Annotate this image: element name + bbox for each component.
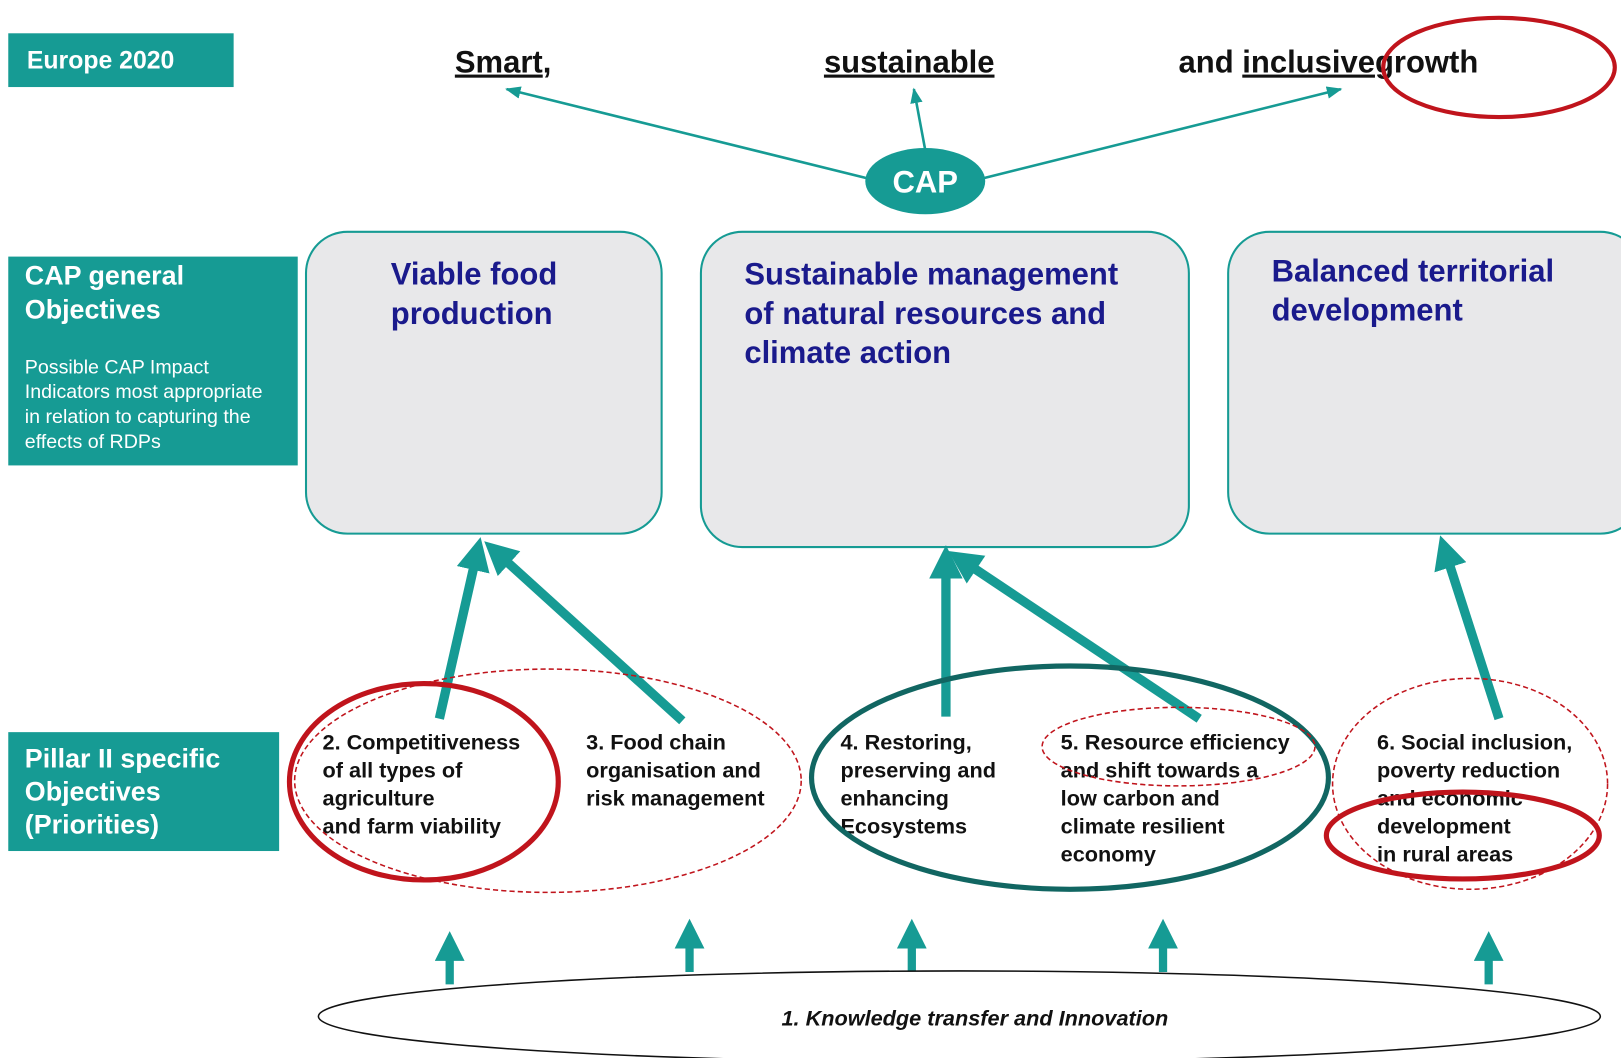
- priority: 4. Restoring, preserving and enhancing E…: [840, 730, 1002, 839]
- highlight: [293, 668, 802, 894]
- title-line: Balanced territorial: [1272, 253, 1555, 288]
- label-line: Objectives: [25, 776, 161, 806]
- label: Europe 2020: [27, 47, 174, 74]
- arrow: [505, 86, 880, 183]
- label: CAP general Objectives: [25, 261, 192, 325]
- label-line: CAP general: [25, 261, 184, 291]
- arrow: [484, 541, 686, 725]
- priority-line: economy: [1061, 841, 1156, 866]
- priority-line: development: [1377, 813, 1511, 838]
- knowledge-label: 1. Knowledge transfer and Innovation: [781, 1006, 1168, 1031]
- highlight: [808, 663, 1332, 892]
- knowledge-ellipse: [317, 970, 1601, 1058]
- title-line: climate action: [744, 335, 951, 370]
- priority-line: organisation and: [586, 758, 761, 783]
- growth-word: sustainable: [824, 45, 995, 80]
- priority-line: and shift towards a: [1061, 758, 1260, 783]
- label-box: [8, 732, 280, 852]
- title-line: development: [1272, 293, 1463, 328]
- priority-line: 3. Food chain: [586, 730, 726, 755]
- priority-line: 6. Social inclusion,: [1377, 730, 1572, 755]
- priority-line: poverty reduction: [1377, 758, 1560, 783]
- priority-line: 4. Restoring,: [840, 730, 971, 755]
- arrow: [948, 551, 1202, 723]
- priority-line: enhancing: [840, 786, 948, 811]
- priority-line: climate resilient: [1061, 813, 1225, 838]
- priority: 2. Competitiveness of all types of agric…: [323, 730, 527, 839]
- note-line: Indicators most appropriate: [25, 381, 263, 403]
- priority-line: 2. Competitiveness: [323, 730, 521, 755]
- objective-box: [304, 230, 663, 535]
- hub-label: CAP: [893, 164, 958, 199]
- priority: 5. Resource efficiency and shift towards…: [1061, 730, 1296, 867]
- note-line: Possible CAP Impact: [25, 356, 210, 378]
- label-note: Possible CAP Impact Indicators most appr…: [25, 356, 268, 452]
- highlight: [1381, 15, 1617, 120]
- label-line: Objectives: [25, 295, 161, 325]
- objective-title: Sustainable management of natural resour…: [744, 257, 1126, 371]
- label-line: Pillar II specific: [25, 743, 221, 773]
- hub: [865, 148, 986, 215]
- growth-word: and inclusivegrowth: [1179, 45, 1479, 80]
- arrow: [1434, 535, 1504, 721]
- title-line: Sustainable management: [744, 257, 1118, 292]
- label-box: [8, 33, 234, 88]
- highlight: [1331, 677, 1609, 891]
- note-line: in relation to capturing the: [25, 406, 251, 428]
- label-box: [8, 256, 298, 466]
- objective-title: Balanced territorial development: [1272, 253, 1563, 327]
- highlight: [1041, 706, 1316, 787]
- priority-line: in rural areas: [1377, 841, 1513, 866]
- arrow: [910, 87, 927, 151]
- priority-line: agriculture: [323, 786, 435, 811]
- title-line: of natural resources and: [744, 296, 1106, 331]
- priority-line: risk management: [586, 786, 764, 811]
- objective-title: Viable food production: [391, 257, 566, 331]
- priority-line: 5. Resource efficiency: [1061, 730, 1290, 755]
- title-line: production: [391, 296, 553, 331]
- highlight: [286, 680, 561, 883]
- priority-line: of all types of: [323, 758, 464, 783]
- growth-word: Smart,: [455, 45, 551, 80]
- priority: 3. Food chain organisation and risk mana…: [586, 730, 767, 811]
- word: inclusive: [1242, 45, 1375, 80]
- arrow: [971, 86, 1343, 183]
- objective-box: [1227, 230, 1621, 535]
- word: ,: [543, 45, 552, 80]
- priority-line: and farm viability: [323, 813, 501, 838]
- priority-line: Ecosystems: [840, 813, 967, 838]
- note-line: effects of RDPs: [25, 431, 161, 453]
- word: Smart: [455, 45, 543, 80]
- word: and: [1179, 45, 1234, 80]
- highlight: [1323, 789, 1602, 882]
- priority-line: preserving and: [840, 758, 995, 783]
- priority-line: low carbon and: [1061, 786, 1220, 811]
- title-line: Viable food: [391, 257, 558, 292]
- label-line: (Priorities): [25, 809, 159, 839]
- label: Pillar II specific Objectives (Prioritie…: [25, 743, 228, 839]
- arrow: [434, 537, 490, 720]
